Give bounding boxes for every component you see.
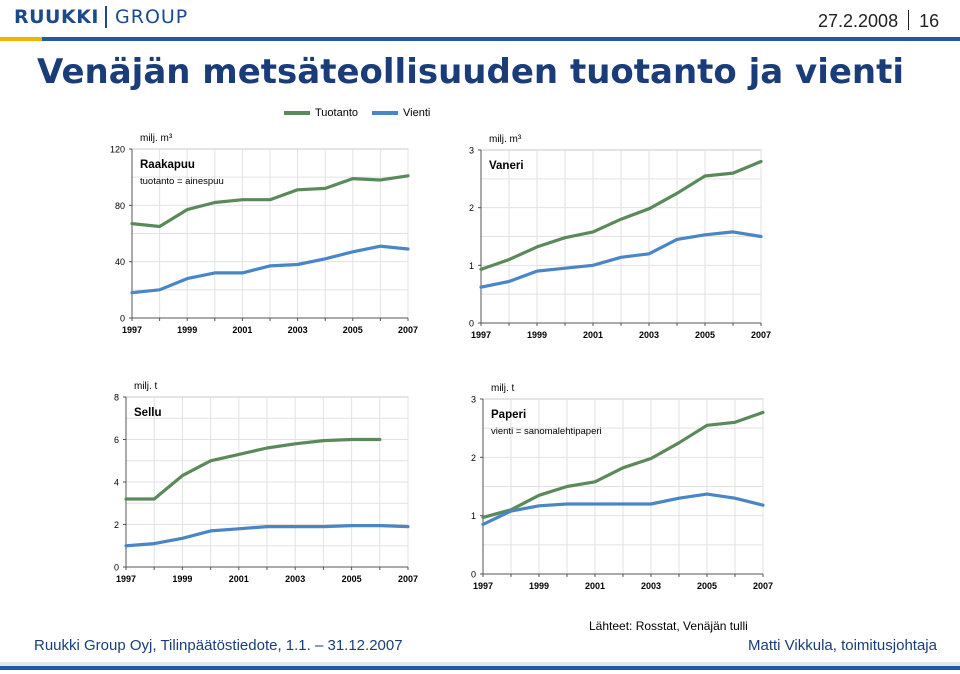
footer-presenter: Matti Vikkula, toimitusjohtaja xyxy=(748,637,937,654)
y-tick-label: 40 xyxy=(115,257,125,267)
x-tick-label: 2007 xyxy=(398,574,418,584)
series-line-tuotanto xyxy=(481,410,765,519)
x-tick-label: 1999 xyxy=(172,574,192,584)
y-tick-label: 1 xyxy=(469,261,474,271)
x-tick-label: 2001 xyxy=(583,330,603,340)
x-tick-label: 2007 xyxy=(753,581,773,591)
source-note: Lähteet: Rosstat, Venäjän tulli xyxy=(589,619,748,633)
x-tick-label: 2007 xyxy=(398,325,418,335)
chart-svg: 0 1 2 3 1997 1999 2001 2003 2005 2007 milj. m³ Vane… xyxy=(469,134,771,340)
x-tick-label: 2003 xyxy=(639,330,659,340)
x-tick-label: 2007 xyxy=(751,330,771,340)
chart-subtitle: tuotanto = ainespuu xyxy=(140,176,224,187)
page-title: Venäjän metsäteollisuuden tuotanto ja vi… xyxy=(37,52,905,92)
x-tick-label: 1997 xyxy=(471,330,491,340)
chart-title: Sellu xyxy=(134,407,161,419)
unit-label: milj. t xyxy=(491,383,515,394)
x-tick-label: 1999 xyxy=(527,330,547,340)
chart-sellu: 0 2 4 6 8 1997 1999 2001 2003 2005 2007 milj. t Sell… xyxy=(100,375,430,590)
chart-svg: 0 2 4 6 8 1997 1999 2001 2003 2005 2007 milj. t Sell… xyxy=(114,381,418,584)
x-tick-label: 2005 xyxy=(343,325,363,335)
y-tick-label: 6 xyxy=(114,435,119,445)
legend-item-vienti: Vienti xyxy=(372,107,430,119)
y-tick-label: 80 xyxy=(115,201,125,211)
legend-swatch-vienti xyxy=(372,111,399,115)
footer-rule xyxy=(0,662,960,670)
y-tick-label: 0 xyxy=(120,314,125,324)
x-tick-label: 1999 xyxy=(177,325,197,335)
x-tick-label: 2003 xyxy=(641,581,661,591)
ruukki-logo: RUUKKI GROUP xyxy=(14,3,188,31)
footer-company: Ruukki Group Oyj, Tilinpäätöstiedote, 1.… xyxy=(34,637,403,654)
chart-raakapuu: 0 40 80 120 1997 1999 2001 2003 2005 2007 milj. m³… xyxy=(100,125,430,340)
series-line-vienti xyxy=(130,244,410,295)
chart-svg: 0 40 80 120 1997 1999 2001 2003 2005 2007 milj. m³… xyxy=(110,133,418,335)
x-tick-label: 1997 xyxy=(473,581,493,591)
chart-svg: 0 1 2 3 1997 1999 2001 2003 2005 2007 milj. t Paper… xyxy=(471,383,773,591)
x-tick-label: 2003 xyxy=(285,574,305,584)
legend-label-vienti: Vienti xyxy=(403,107,431,119)
series-line-tuotanto xyxy=(124,437,382,501)
x-tick-label: 2005 xyxy=(342,574,362,584)
chart-vaneri: 0 1 2 3 1997 1999 2001 2003 2005 2007 milj. m³ Vane… xyxy=(455,130,785,345)
y-tick-label: 2 xyxy=(469,203,474,213)
slide-date: 27.2.2008 xyxy=(818,11,899,31)
x-tick-label: 1999 xyxy=(529,581,549,591)
date-separator xyxy=(908,10,910,30)
y-tick-label: 3 xyxy=(471,395,476,405)
series-line-vienti xyxy=(479,230,763,289)
y-tick-label: 0 xyxy=(469,319,474,329)
unit-label: milj. t xyxy=(134,381,158,392)
y-tick-label: 2 xyxy=(471,453,476,463)
chart-title: Paperi xyxy=(491,409,526,421)
logo-brand: RUUKKI xyxy=(14,6,100,28)
y-tick-label: 0 xyxy=(471,570,476,580)
x-tick-label: 2001 xyxy=(585,581,605,591)
x-tick-label: 2003 xyxy=(288,325,308,335)
legend-swatch-tuotanto xyxy=(284,111,310,115)
x-tick-label: 1997 xyxy=(116,574,136,584)
unit-label: milj. m³ xyxy=(489,134,522,145)
x-tick-label: 2001 xyxy=(229,574,249,584)
chart-paperi: 0 1 2 3 1997 1999 2001 2003 2005 2007 milj. t Paper… xyxy=(455,380,785,595)
legend-item-tuotanto: Tuotanto xyxy=(284,107,358,119)
y-tick-label: 2 xyxy=(114,520,119,530)
page-number: 16 xyxy=(919,11,940,31)
slide-date-page: 27.2.2008 16 xyxy=(818,10,939,32)
y-tick-label: 0 xyxy=(114,563,119,573)
x-tick-label: 1997 xyxy=(122,325,142,335)
x-tick-label: 2005 xyxy=(695,330,715,340)
chart-title: Raakapuu xyxy=(140,159,195,171)
y-tick-label: 1 xyxy=(471,511,476,521)
series-line-tuotanto xyxy=(130,174,410,229)
legend: Tuotanto Vienti xyxy=(284,107,444,119)
y-tick-label: 4 xyxy=(114,478,119,488)
header-rule-accent xyxy=(0,37,42,41)
y-tick-label: 8 xyxy=(114,393,119,403)
x-tick-label: 2001 xyxy=(232,325,252,335)
y-tick-label: 120 xyxy=(110,145,125,155)
chart-title: Vaneri xyxy=(489,160,524,172)
series-line-vienti xyxy=(481,492,765,526)
unit-label: milj. m³ xyxy=(140,133,173,144)
series-line-vienti xyxy=(124,524,410,548)
y-tick-label: 3 xyxy=(469,146,474,156)
legend-label-tuotanto: Tuotanto xyxy=(315,107,359,119)
series-line-tuotanto xyxy=(479,159,763,271)
x-tick-label: 2005 xyxy=(697,581,717,591)
header-rule xyxy=(0,37,960,41)
chart-subtitle: vienti = sanomalehtipaperi xyxy=(491,426,602,437)
footer-rule-line xyxy=(0,666,960,670)
logo-separator xyxy=(105,6,108,28)
logo-group: GROUP xyxy=(115,6,189,28)
